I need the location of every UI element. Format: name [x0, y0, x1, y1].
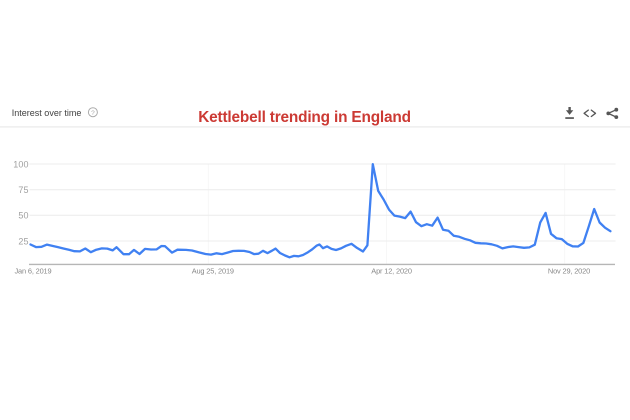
- svg-text:50: 50: [18, 211, 28, 221]
- svg-text:Apr 12, 2020: Apr 12, 2020: [371, 266, 412, 275]
- svg-text:Interest over time: Interest over time: [12, 108, 82, 118]
- svg-text:Aug 25, 2019: Aug 25, 2019: [192, 266, 234, 275]
- svg-text:75: 75: [18, 185, 28, 195]
- svg-text:Jan 6, 2019: Jan 6, 2019: [15, 266, 52, 275]
- svg-text:Kettlebell trending in England: Kettlebell trending in England: [198, 109, 411, 126]
- svg-text:25: 25: [18, 236, 28, 246]
- svg-text:100: 100: [13, 159, 28, 169]
- svg-text:?: ?: [91, 110, 95, 117]
- svg-text:Nov 29, 2020: Nov 29, 2020: [548, 266, 590, 275]
